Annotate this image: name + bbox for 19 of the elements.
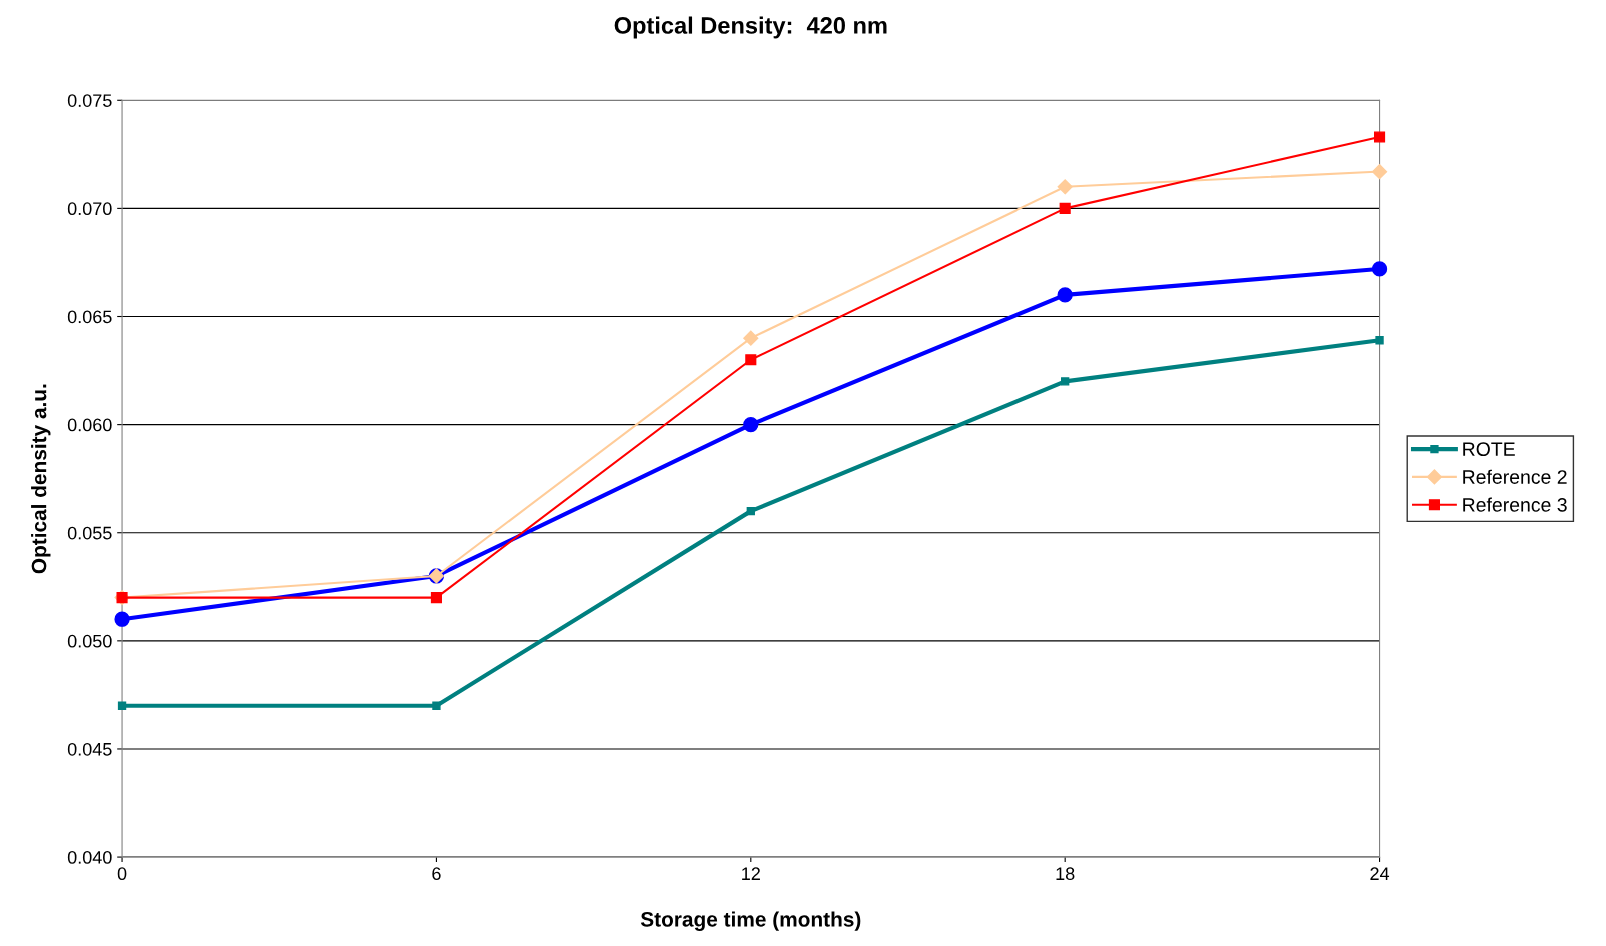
legend-label: Reference 3	[1463, 497, 1567, 512]
legend-label: Reference 2	[1463, 469, 1567, 484]
x-tick-label: 18	[1056, 867, 1075, 881]
x-tick-label: 0	[117, 867, 127, 881]
chart-title: Optical Density: 420 nm	[614, 16, 887, 39]
y-tick-label: 0.055	[67, 526, 112, 540]
x-tick-label: 6	[432, 867, 441, 881]
legend-label: ROTE	[1463, 442, 1515, 457]
y-tick-label: 0.075	[67, 94, 112, 107]
y-axis-title: Optical density a.u.	[31, 384, 51, 574]
y-tick-label: 0.065	[67, 310, 112, 324]
y-tick-label: 0.060	[67, 418, 112, 432]
y-tick-label: 0.070	[67, 202, 112, 216]
y-tick-label: 0.045	[67, 742, 112, 756]
x-axis-title: Storage time (months)	[640, 911, 861, 931]
x-tick-label: 24	[1370, 867, 1390, 880]
y-tick-label: 0.040	[67, 851, 112, 864]
y-tick-label: 0.050	[67, 634, 112, 648]
x-tick-label: 12	[742, 867, 760, 880]
